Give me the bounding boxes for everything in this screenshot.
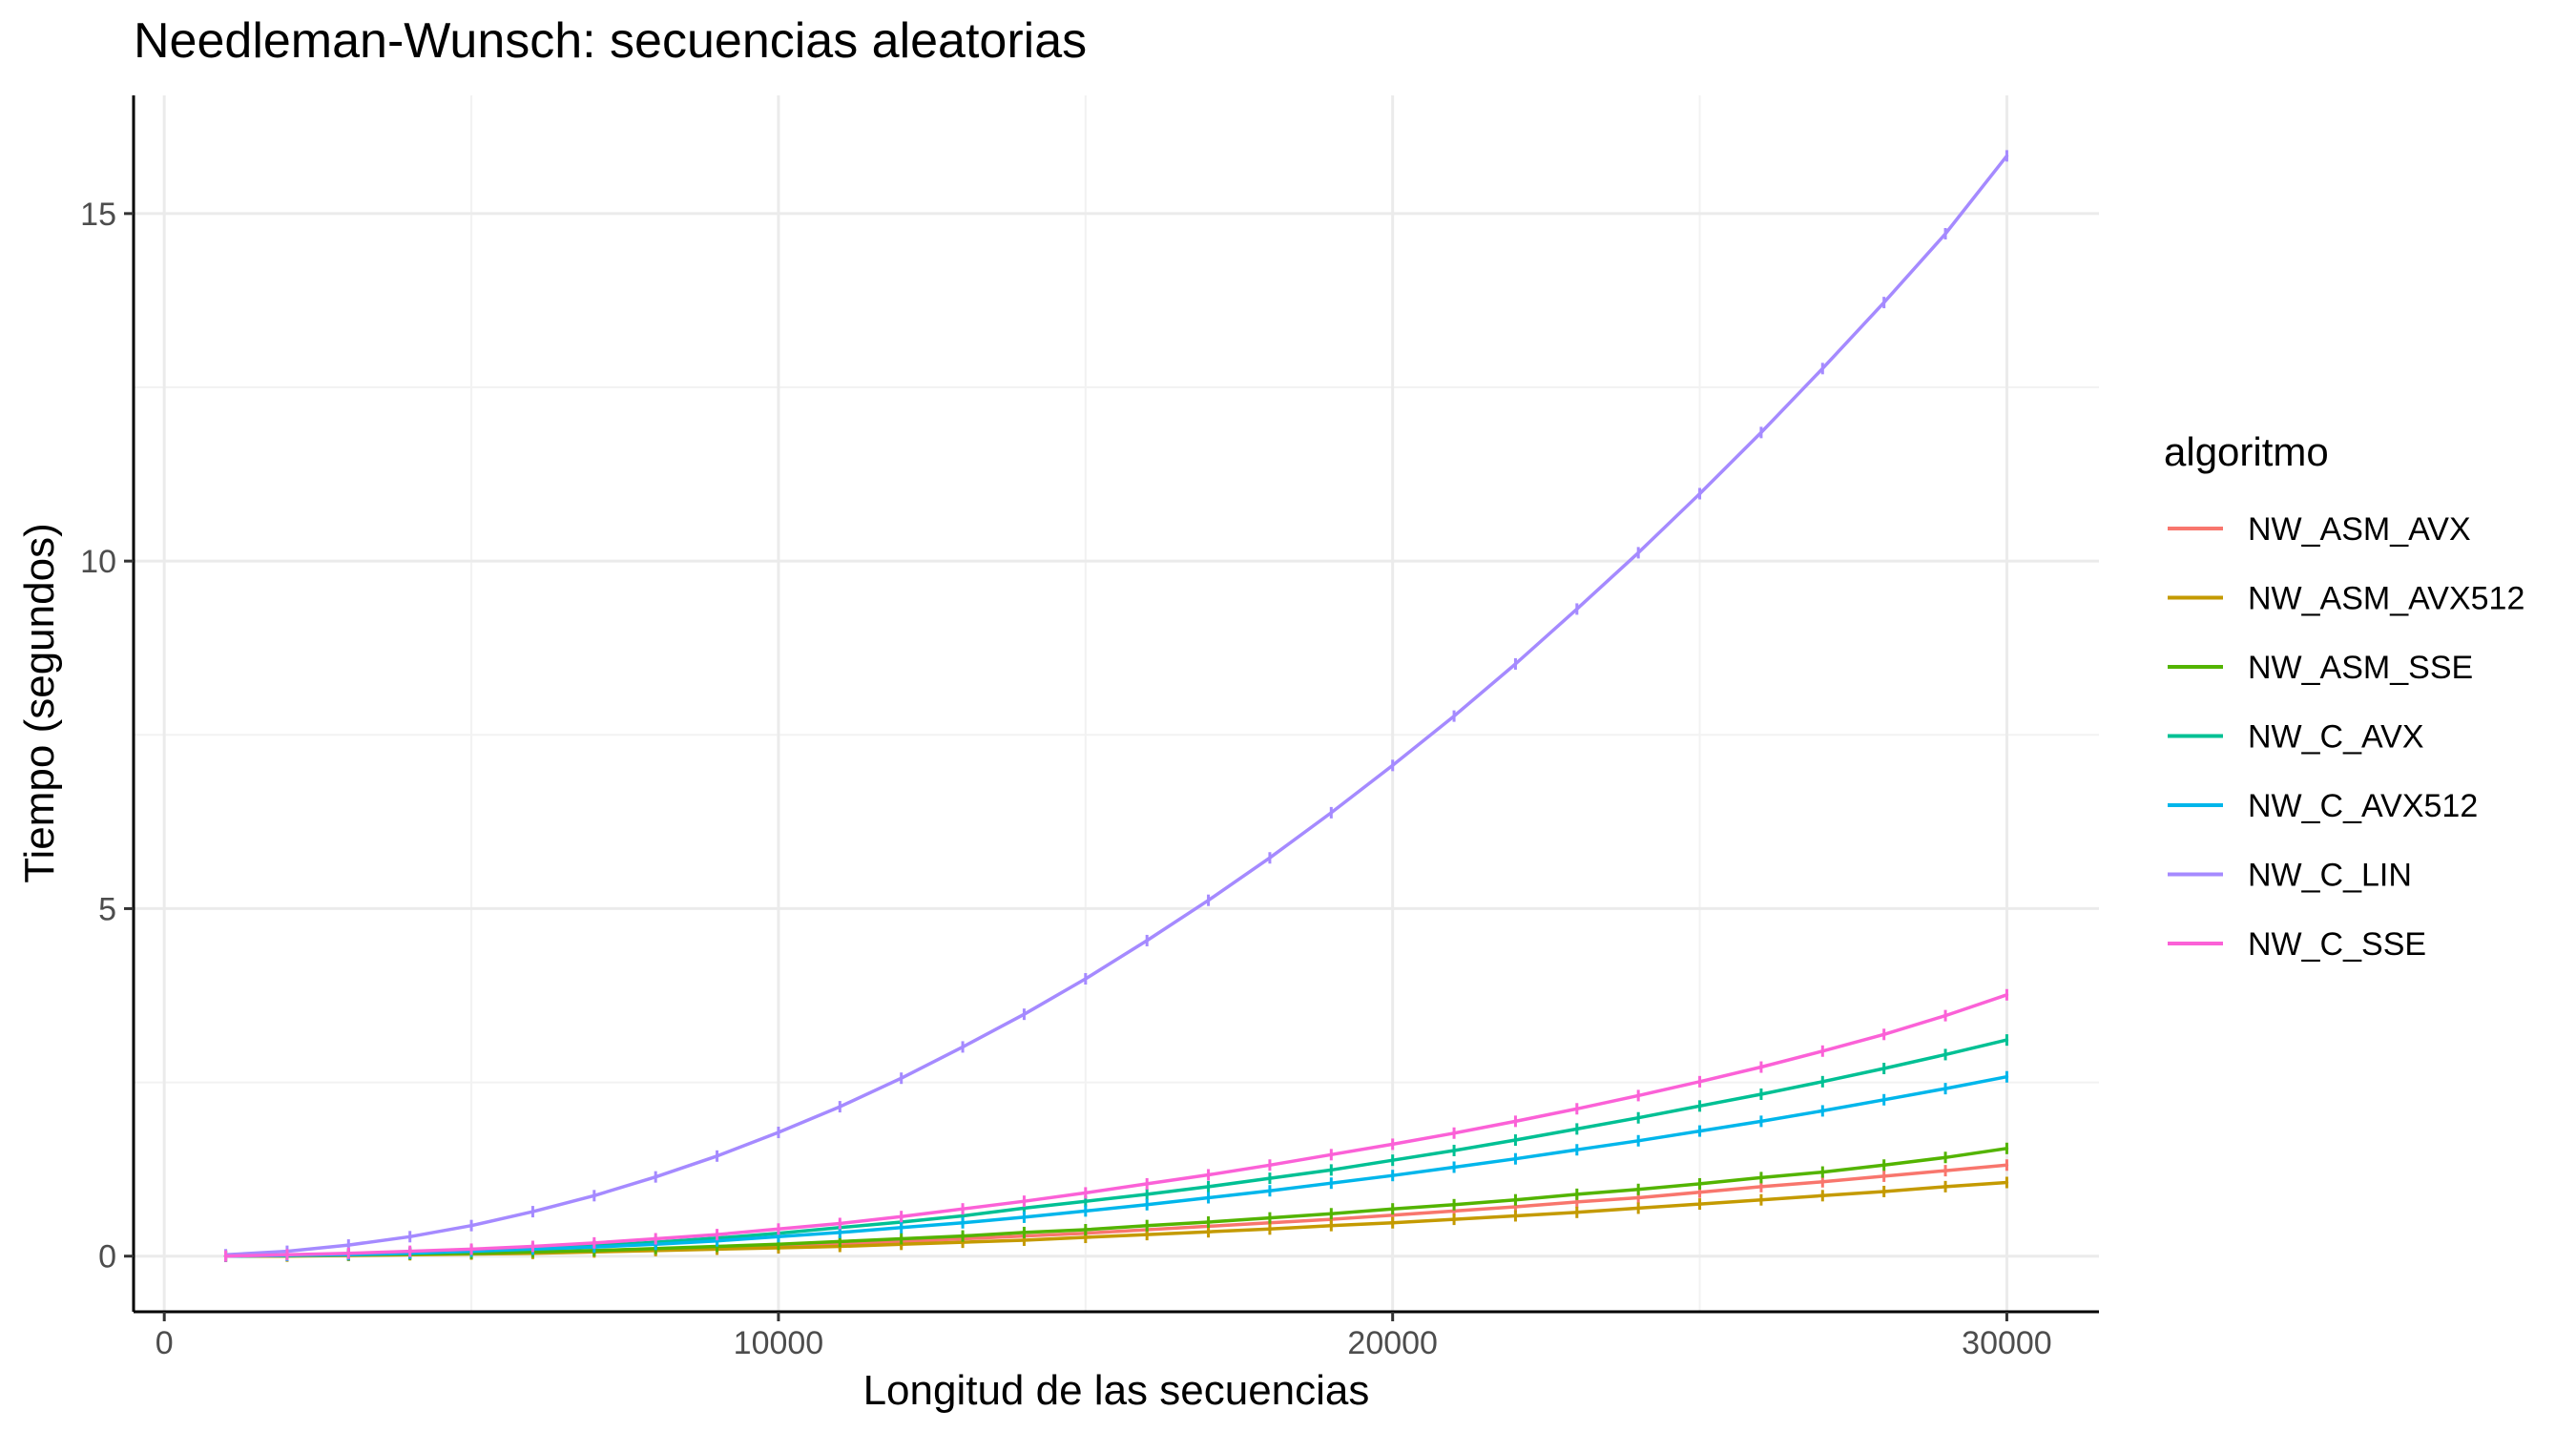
plot-series — [223, 150, 2009, 1262]
legend-label: NW_C_AVX512 — [2248, 788, 2478, 824]
x-tick-label: 0 — [156, 1325, 174, 1361]
legend-item-nw-c-avx512: NW_C_AVX512 — [2168, 788, 2478, 824]
axis-ticks: 0 10000 20000 30000 0 5 10 15 — [80, 197, 2052, 1361]
legend: algoritmo NW_ASM_AVX NW_ASM_AVX512 NW_ASM_… — [2164, 429, 2524, 963]
chart-title: Needleman-Wunsch: secuencias aleatorias — [134, 13, 1087, 69]
legend-label: NW_ASM_AVX — [2248, 511, 2471, 548]
series-line-nw-asm-sse — [223, 1147, 2009, 1258]
legend-item-nw-c-avx: NW_C_AVX — [2168, 719, 2424, 756]
legend-item-nw-asm-avx512: NW_ASM_AVX512 — [2168, 581, 2524, 617]
y-tick-label: 5 — [98, 891, 116, 927]
legend-label: NW_ASM_SSE — [2248, 650, 2473, 686]
legend-item-nw-c-sse: NW_C_SSE — [2168, 926, 2426, 963]
legend-title: algoritmo — [2164, 429, 2329, 474]
legend-label: NW_ASM_AVX512 — [2248, 581, 2524, 617]
legend-item-nw-c-lin: NW_C_LIN — [2168, 858, 2412, 894]
legend-label: NW_C_AVX — [2248, 719, 2424, 756]
y-axis-title: Tiempo (segundos) — [16, 523, 63, 882]
series-line-nw-c-avx512 — [223, 1074, 2009, 1258]
series-nw-c-lin — [223, 150, 2009, 1261]
legend-item-nw-asm-sse: NW_ASM_SSE — [2168, 650, 2473, 686]
series-line-nw-c-sse — [223, 993, 2009, 1258]
legend-item-nw-asm-avx: NW_ASM_AVX — [2168, 511, 2471, 548]
x-axis-title: Longitud de las secuencias — [863, 1367, 1370, 1414]
series-line-nw-c-lin — [223, 154, 2009, 1257]
y-tick-label: 0 — [98, 1239, 116, 1275]
y-tick-label: 10 — [80, 544, 116, 580]
legend-label: NW_C_LIN — [2248, 858, 2412, 894]
axes — [132, 95, 2099, 1314]
x-tick-label: 10000 — [734, 1325, 824, 1361]
grid — [134, 95, 2099, 1312]
series-nw-c-sse — [223, 988, 2009, 1262]
x-tick-label: 30000 — [1962, 1325, 2052, 1361]
legend-label: NW_C_SSE — [2248, 926, 2426, 963]
y-tick-label: 15 — [80, 197, 116, 233]
x-tick-label: 20000 — [1347, 1325, 1438, 1361]
